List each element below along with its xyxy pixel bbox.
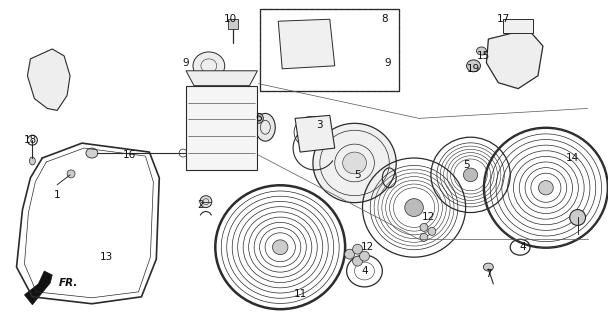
Text: 7: 7: [485, 269, 492, 279]
Ellipse shape: [569, 210, 585, 225]
Text: 14: 14: [566, 153, 579, 163]
Text: 5: 5: [354, 170, 361, 180]
Text: 4: 4: [361, 266, 368, 276]
Text: 1: 1: [54, 190, 60, 200]
Text: 11: 11: [293, 289, 307, 299]
Text: 3: 3: [316, 120, 323, 130]
Polygon shape: [27, 49, 70, 110]
Ellipse shape: [273, 240, 288, 255]
Text: 9: 9: [384, 58, 390, 68]
Polygon shape: [228, 19, 238, 29]
Ellipse shape: [193, 52, 225, 80]
Ellipse shape: [86, 148, 98, 158]
Text: 16: 16: [123, 150, 136, 160]
Text: 5: 5: [463, 160, 470, 170]
Text: 17: 17: [497, 14, 510, 24]
Text: 15: 15: [477, 51, 490, 61]
Text: 2: 2: [197, 200, 204, 210]
Ellipse shape: [343, 152, 367, 174]
Polygon shape: [486, 29, 543, 89]
Ellipse shape: [420, 223, 428, 231]
Text: 10: 10: [224, 14, 237, 24]
Text: 9: 9: [183, 58, 189, 68]
Ellipse shape: [420, 233, 428, 241]
Text: FR.: FR.: [59, 278, 79, 288]
Polygon shape: [503, 19, 533, 33]
Ellipse shape: [538, 180, 554, 195]
Text: 18: 18: [24, 135, 37, 145]
Polygon shape: [295, 116, 335, 152]
Ellipse shape: [254, 113, 263, 123]
Ellipse shape: [200, 196, 212, 208]
Text: 6: 6: [255, 113, 262, 124]
Ellipse shape: [345, 249, 354, 259]
Ellipse shape: [428, 228, 436, 235]
Text: 19: 19: [467, 64, 480, 74]
Ellipse shape: [353, 256, 362, 266]
Text: 13: 13: [100, 252, 114, 262]
Polygon shape: [186, 71, 257, 86]
Text: 12: 12: [422, 212, 436, 222]
Ellipse shape: [477, 47, 486, 55]
Polygon shape: [24, 271, 52, 305]
Ellipse shape: [29, 157, 35, 165]
Ellipse shape: [404, 199, 423, 217]
Text: 12: 12: [361, 242, 374, 252]
Ellipse shape: [313, 123, 396, 203]
Text: 4: 4: [520, 242, 527, 252]
Polygon shape: [186, 86, 257, 170]
Bar: [260, 9, 399, 91]
Polygon shape: [278, 19, 335, 69]
Ellipse shape: [67, 170, 75, 178]
Ellipse shape: [483, 263, 493, 271]
Ellipse shape: [467, 60, 480, 72]
Ellipse shape: [255, 113, 276, 141]
Ellipse shape: [463, 168, 478, 182]
Text: 8: 8: [381, 14, 387, 24]
Ellipse shape: [359, 251, 370, 261]
Ellipse shape: [353, 244, 362, 254]
